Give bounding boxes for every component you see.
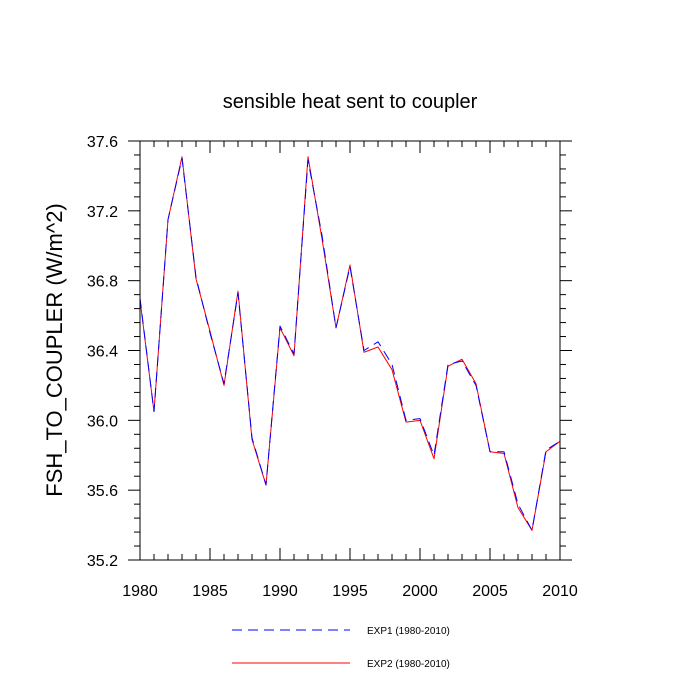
y-tick-label: 35.2 xyxy=(87,553,118,570)
y-tick-labels: 35.2 35.6 36.0 36.4 36.8 37.2 37.6 xyxy=(87,134,118,570)
y-tick-label: 37.6 xyxy=(87,134,118,151)
x-tick-label: 1990 xyxy=(262,583,298,600)
x-tick-label: 2005 xyxy=(472,583,508,600)
y-tick-label: 35.6 xyxy=(87,483,118,500)
series-line xyxy=(139,156,561,531)
axis-ticks xyxy=(128,140,572,561)
chart-title: sensible heat sent to coupler xyxy=(223,91,478,113)
x-tick-labels: 1980 1985 1990 1995 2000 2005 2010 xyxy=(122,583,578,600)
x-tick-label: 2010 xyxy=(542,583,578,600)
y-tick-label: 36.0 xyxy=(87,413,118,430)
y-axis-label: FSH_TO_COUPLER (W/m^2) xyxy=(42,203,67,497)
x-tick-label: 1980 xyxy=(122,583,158,600)
series-line xyxy=(139,157,561,531)
x-tick-label: 1985 xyxy=(192,583,228,600)
x-tick-label: 1995 xyxy=(332,583,368,600)
y-tick-label: 36.8 xyxy=(87,274,118,291)
x-tick-label: 2000 xyxy=(402,583,438,600)
y-tick-label: 37.2 xyxy=(87,204,118,221)
legend: EXP1 (1980-2010) EXP2 (1980-2010) xyxy=(232,626,450,670)
plot-frame xyxy=(139,140,561,561)
legend-label: EXP2 (1980-2010) xyxy=(367,659,450,670)
y-tick-label: 36.4 xyxy=(87,344,118,361)
series-lines xyxy=(139,156,561,531)
legend-label: EXP1 (1980-2010) xyxy=(367,626,450,637)
